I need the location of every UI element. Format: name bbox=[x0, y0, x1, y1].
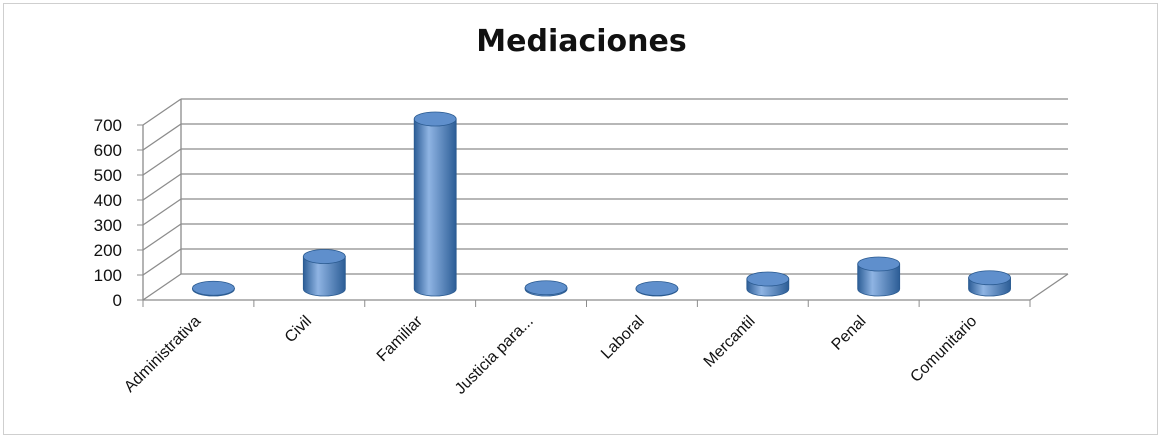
x-tick-label: Familiar bbox=[374, 312, 427, 365]
x-tick-label: Laboral bbox=[598, 313, 648, 363]
y-tick-label: 400 bbox=[94, 191, 122, 210]
bar-familiar bbox=[413, 111, 457, 297]
gridline-side bbox=[142, 223, 182, 251]
x-tick-label: Penal bbox=[829, 313, 870, 354]
x-tick-label: Civil bbox=[282, 313, 315, 346]
gridline-side bbox=[142, 198, 182, 226]
gridline-side bbox=[142, 173, 182, 201]
y-tick-label: 500 bbox=[94, 166, 122, 185]
y-tick-label: 200 bbox=[94, 241, 122, 260]
chart-title: Mediaciones bbox=[476, 24, 687, 59]
label-layer: 0 100 200 300 400 500 600 700 Administrativa Civi… bbox=[94, 116, 981, 398]
y-tick-label: 100 bbox=[94, 266, 122, 285]
bar-civil bbox=[302, 249, 346, 297]
bar-justicia-para bbox=[524, 280, 568, 297]
floor-right-edge bbox=[1029, 273, 1069, 301]
grid-layer bbox=[142, 98, 1068, 301]
x-tick-label: Justicia para... bbox=[452, 313, 537, 398]
bar-mercantil bbox=[746, 271, 790, 297]
bar-layer bbox=[192, 111, 1011, 297]
gridline-side bbox=[142, 98, 182, 126]
axis-layer bbox=[137, 99, 1069, 307]
gridline-side bbox=[142, 123, 182, 151]
bar-penal bbox=[857, 256, 901, 297]
y-tick-label: 300 bbox=[94, 216, 122, 235]
x-tick-label: Administrativa bbox=[121, 313, 204, 396]
gridline-side bbox=[142, 273, 182, 301]
gridline-side bbox=[142, 248, 182, 276]
y-tick-label: 700 bbox=[94, 116, 122, 135]
x-tick-label: Mercantil bbox=[701, 313, 759, 371]
gridline-side bbox=[142, 148, 182, 176]
x-tick-label: Comunitario bbox=[907, 313, 980, 386]
bar-administrativa bbox=[192, 280, 235, 297]
y-tick-label: 0 bbox=[113, 291, 122, 310]
chart-frame bbox=[3, 3, 1158, 435]
bar-laboral bbox=[635, 281, 679, 297]
bar-comunitario bbox=[968, 270, 1011, 297]
y-tick-label: 600 bbox=[94, 141, 122, 160]
